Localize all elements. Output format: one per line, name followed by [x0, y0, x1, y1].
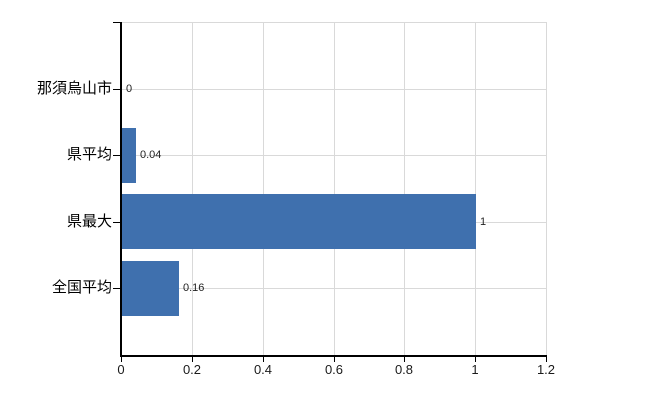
gridline-horizontal — [121, 288, 546, 289]
gridline-vertical — [263, 22, 264, 355]
category-label: 全国平均 — [51, 279, 112, 296]
y-tick-mark — [113, 288, 120, 289]
x-tick-label: 1.2 — [536, 362, 556, 377]
gridline-horizontal — [121, 155, 546, 156]
x-tick-mark — [263, 357, 264, 362]
x-tick-label: 0.6 — [324, 362, 344, 377]
gridline-vertical — [475, 22, 476, 355]
x-tick-mark — [334, 357, 335, 362]
gridline-horizontal — [121, 89, 546, 90]
gridline-vertical — [192, 22, 193, 355]
x-tick-mark — [192, 357, 193, 362]
y-axis — [120, 22, 122, 357]
category-label: 県最大 — [66, 213, 112, 230]
x-tick-label: 0.4 — [253, 362, 273, 377]
x-tick-label: 0.8 — [394, 362, 414, 377]
category-label: 県平均 — [66, 146, 112, 163]
x-tick-label: 1 — [471, 362, 479, 377]
gridline-horizontal — [121, 22, 546, 23]
bar — [122, 128, 136, 183]
x-tick-mark — [404, 357, 405, 362]
x-tick-label: 0 — [117, 362, 125, 377]
x-tick-label: 0.2 — [182, 362, 202, 377]
value-label: 0.16 — [183, 282, 205, 294]
value-label: 1 — [480, 216, 487, 228]
y-tick-mark — [113, 155, 120, 156]
x-tick-mark — [475, 357, 476, 362]
x-tick-mark — [121, 357, 122, 362]
value-label: 0.04 — [140, 149, 162, 161]
bar — [122, 261, 179, 316]
x-tick-mark — [546, 357, 547, 362]
bar — [122, 194, 476, 249]
y-tick-mark — [113, 22, 120, 23]
gridline-vertical — [334, 22, 335, 355]
y-tick-mark — [113, 89, 120, 90]
value-label: 0 — [126, 83, 133, 95]
gridline-vertical — [404, 22, 405, 355]
gridline-vertical — [546, 22, 547, 355]
y-tick-mark — [113, 222, 120, 223]
category-label: 那須烏山市 — [36, 80, 112, 97]
x-axis — [120, 355, 547, 357]
